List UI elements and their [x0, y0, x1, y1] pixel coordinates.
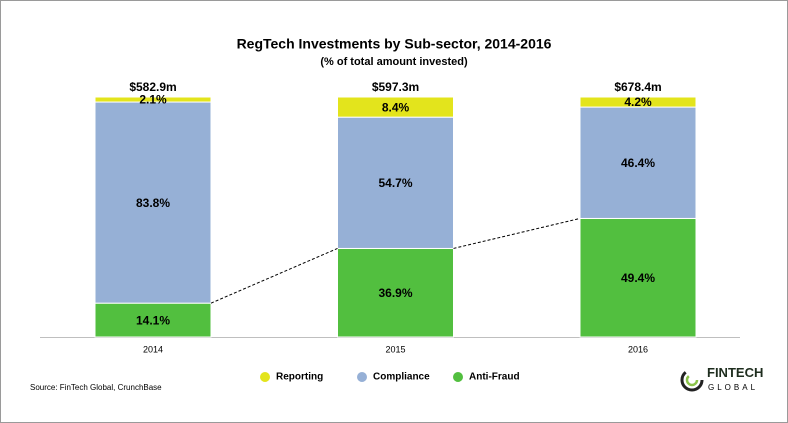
logo-tech: TECH: [728, 365, 763, 380]
value-label: 8.4%: [382, 100, 410, 114]
value-label: 54.7%: [378, 176, 412, 190]
total-label: $597.3m: [372, 80, 419, 94]
chart-subtitle: (% of total amount invested): [320, 56, 468, 68]
bar-segment: [337, 247, 454, 338]
total-label: $582.9m: [129, 80, 176, 94]
value-label: 4.2%: [624, 95, 652, 109]
value-label: 36.9%: [378, 286, 412, 300]
x-tick-label: 2014: [143, 344, 163, 354]
total-label: $678.4m: [614, 80, 661, 94]
source: Source: FinTech Global, CrunchBase: [30, 383, 162, 392]
connector-line: [453, 217, 581, 249]
bar-segment: [579, 217, 697, 338]
logo-global: GLOBAL: [708, 383, 758, 392]
bar-segment: [337, 116, 454, 249]
legend-label: Reporting: [276, 372, 323, 383]
value-label: 2.1%: [139, 93, 167, 107]
value-label: 14.1%: [136, 313, 170, 327]
bar-segment: [337, 96, 454, 118]
value-label: 46.4%: [621, 156, 655, 170]
x-tick-label: 2015: [385, 344, 405, 354]
value-label: 83.8%: [136, 196, 170, 210]
bar-segment: [579, 106, 697, 219]
logo: FINTECH GLOBAL: [680, 365, 763, 392]
value-label: 49.4%: [621, 271, 655, 285]
logo-ring: [680, 368, 704, 392]
legend-marker: [260, 372, 270, 382]
x-tick-label: 2016: [628, 344, 648, 354]
logo-inner: [685, 373, 699, 387]
legend-marker: [357, 372, 367, 382]
logo-text: FINTECH: [707, 365, 763, 380]
bar-segment: [94, 96, 212, 103]
connector-line: [210, 247, 338, 304]
chart-title: RegTech Investments by Sub-sector, 2014-…: [237, 36, 552, 52]
legend-label: Anti-Fraud: [469, 372, 520, 383]
logo-fin: FIN: [707, 365, 728, 380]
bar-segment: [94, 101, 212, 304]
bar-segment: [579, 96, 697, 108]
bar-segment: [94, 302, 212, 338]
legend-marker: [453, 372, 463, 382]
legend-label: Compliance: [373, 372, 430, 383]
